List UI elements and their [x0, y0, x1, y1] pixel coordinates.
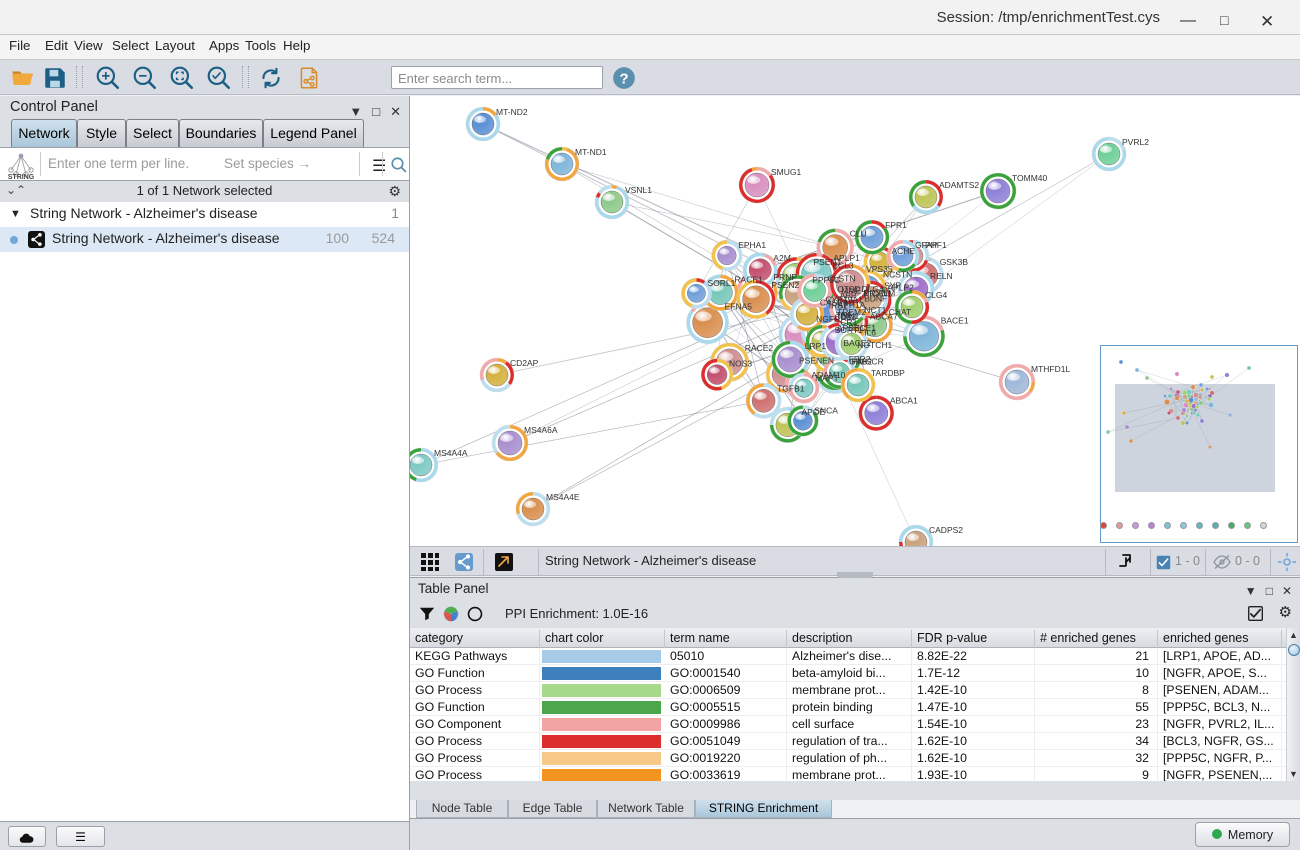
svg-text:PVRL2: PVRL2: [1122, 137, 1149, 147]
svg-text:MTHFD1L: MTHFD1L: [1031, 364, 1070, 374]
svg-text:BACE2: BACE2: [843, 338, 871, 348]
svg-text:GSK3B: GSK3B: [940, 257, 969, 267]
svg-text:TGFB1: TGFB1: [777, 383, 805, 393]
svg-text:PSEN2: PSEN2: [771, 280, 799, 290]
svg-text:GFAP: GFAP: [915, 240, 938, 250]
svg-text:BACE1: BACE1: [941, 316, 969, 326]
svg-text:SNCA: SNCA: [814, 405, 838, 415]
svg-text:RACE2: RACE2: [745, 343, 774, 353]
svg-text:CASP8: CASP8: [820, 297, 848, 307]
svg-text:ACHE: ACHE: [892, 246, 916, 256]
svg-text:TOMM40: TOMM40: [1012, 173, 1048, 183]
svg-text:A2M: A2M: [773, 253, 790, 263]
svg-text:MT-ND1: MT-ND1: [575, 147, 607, 157]
svg-text:LRP1: LRP1: [805, 341, 827, 351]
svg-text:TREM2: TREM2: [837, 307, 866, 317]
svg-text:MS4A6A: MS4A6A: [524, 425, 558, 435]
svg-text:RACE1: RACE1: [734, 275, 763, 285]
svg-text:CLG4: CLG4: [925, 290, 947, 300]
svg-text:HMGCR: HMGCR: [852, 357, 884, 367]
svg-text:VPS35: VPS35: [866, 264, 893, 274]
svg-text:MAPT: MAPT: [815, 373, 839, 383]
svg-text:IL6: IL6: [864, 327, 876, 337]
svg-text:NOS3: NOS3: [729, 359, 752, 369]
svg-text:SMUG1: SMUG1: [771, 167, 802, 177]
svg-text:EFNA5: EFNA5: [725, 302, 753, 312]
svg-text:CD2AP: CD2AP: [510, 358, 539, 368]
svg-text:FPR1: FPR1: [885, 220, 907, 230]
svg-text:TARDBP: TARDBP: [871, 368, 905, 378]
svg-text:CHAT: CHAT: [889, 307, 912, 317]
svg-text:SYP: SYP: [884, 281, 901, 291]
svg-text:NCT1: NCT1: [864, 305, 886, 315]
svg-text:VSNL1: VSNL1: [625, 185, 652, 195]
svg-text:MS4A4A: MS4A4A: [434, 448, 468, 458]
svg-text:PSENEN: PSENEN: [799, 356, 834, 366]
svg-text:MS4A4E: MS4A4E: [546, 492, 580, 502]
svg-text:SORL1: SORL1: [708, 278, 736, 288]
svg-text:ADAMTS2: ADAMTS2: [939, 180, 979, 190]
svg-text:CLSTN: CLSTN: [828, 274, 856, 284]
svg-text:ABCA1: ABCA1: [890, 396, 918, 406]
svg-text:APLP1: APLP1: [833, 253, 860, 263]
svg-text:EPHA1: EPHA1: [738, 240, 766, 250]
svg-text:RELN: RELN: [930, 271, 953, 281]
svg-text:MT-ND2: MT-ND2: [496, 107, 528, 117]
svg-text:CLU: CLU: [850, 229, 867, 239]
svg-text:CADPS2: CADPS2: [929, 525, 963, 535]
svg-text:?: ?: [619, 70, 628, 87]
